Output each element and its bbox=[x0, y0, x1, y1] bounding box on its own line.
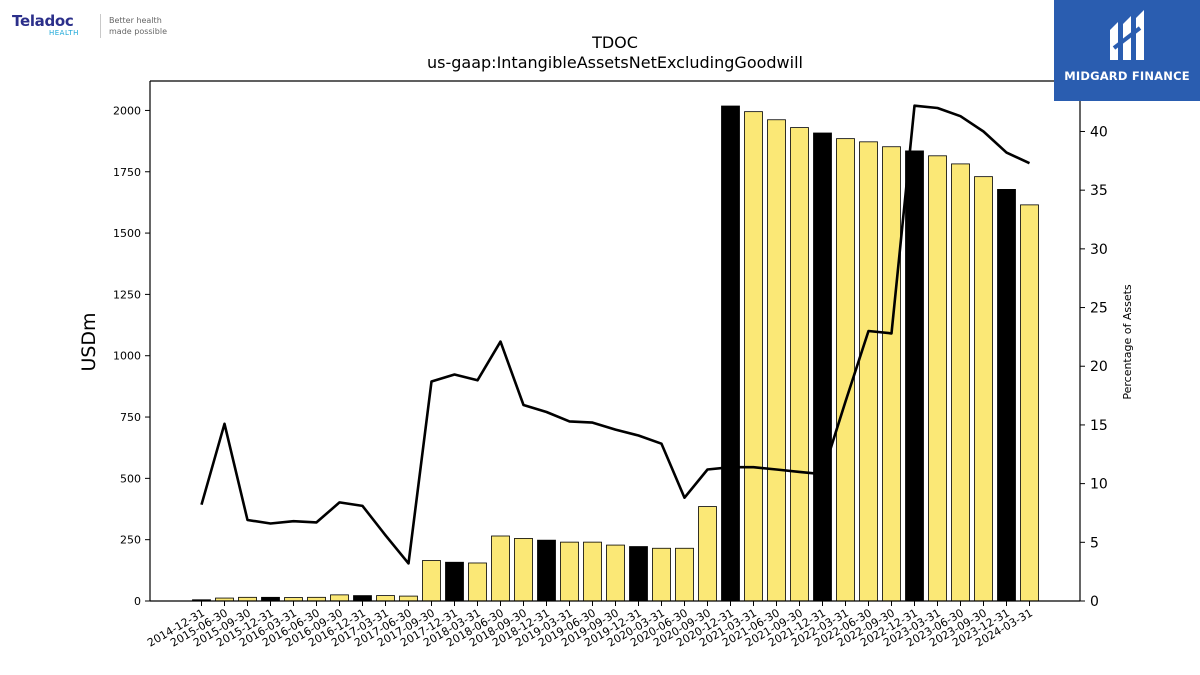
y2-tick-label: 5 bbox=[1090, 535, 1099, 551]
bar-2021-09-30 bbox=[790, 127, 809, 602]
y2-tick-label: 20 bbox=[1090, 359, 1108, 375]
bar-2017-12-31 bbox=[445, 561, 464, 602]
y2-tick-label: 10 bbox=[1090, 477, 1108, 493]
y-tick-label: 750 bbox=[120, 411, 141, 424]
y2-tick-label: 40 bbox=[1090, 124, 1108, 140]
bar-2023-06-30 bbox=[951, 163, 970, 602]
bar-2020-12-31 bbox=[721, 105, 740, 602]
bar-2017-03-31 bbox=[376, 595, 395, 602]
bar-2016-12-31 bbox=[353, 595, 372, 602]
y-tick-label: 1000 bbox=[113, 350, 141, 363]
y-tick-label: 1750 bbox=[113, 166, 141, 179]
bar-2019-12-31 bbox=[629, 546, 648, 602]
bar-2021-03-31 bbox=[744, 111, 763, 602]
chart-title: TDOC bbox=[591, 33, 638, 52]
y2-tick-label: 35 bbox=[1090, 183, 1108, 199]
y2-tick-label: 15 bbox=[1090, 418, 1108, 434]
y2-tick-label: 30 bbox=[1090, 242, 1108, 258]
y-axis-label: USDm bbox=[78, 312, 100, 371]
y2-tick-label: 25 bbox=[1090, 301, 1108, 317]
y2-axis-label: Percentage of Assets bbox=[1121, 284, 1134, 400]
bar-2022-12-31 bbox=[905, 150, 924, 602]
bar-2017-09-30 bbox=[422, 560, 441, 602]
bar-2020-06-30 bbox=[675, 547, 694, 602]
y-tick-label: 1250 bbox=[113, 288, 141, 301]
bar-2023-09-30 bbox=[974, 176, 993, 602]
bar-2018-09-30 bbox=[514, 538, 533, 602]
teladoc-logo: Teladoc HEALTH Better health made possib… bbox=[12, 12, 192, 42]
bar-2016-09-30 bbox=[330, 594, 349, 602]
y-tick-label: 2000 bbox=[113, 104, 141, 117]
midgard-emblem-icon bbox=[1110, 10, 1144, 60]
y-tick-label: 1500 bbox=[113, 227, 141, 240]
bar-2021-12-31 bbox=[813, 132, 832, 602]
line-group bbox=[200, 104, 1031, 565]
y-tick-label: 0 bbox=[134, 595, 141, 608]
bar-2018-03-31 bbox=[468, 562, 487, 602]
bar-2023-12-31 bbox=[997, 189, 1016, 602]
bars-group bbox=[192, 105, 1039, 602]
bar-2017-06-30 bbox=[399, 595, 418, 602]
logo-divider bbox=[100, 14, 101, 38]
bar-2022-03-31 bbox=[836, 138, 855, 602]
bar-2018-06-30 bbox=[491, 535, 510, 602]
axes-group: 0 250 500 750 1000 1250 1500 1750 2000 0 5 10 15 20 25… bbox=[113, 80, 1108, 650]
bar-2021-06-30 bbox=[767, 119, 786, 602]
logo-subtext: HEALTH bbox=[49, 29, 79, 37]
chart-subtitle: us-gaap:IntangibleAssetsNetExcludingGood… bbox=[427, 53, 803, 72]
y-tick-label: 250 bbox=[120, 534, 141, 547]
logo-wordmark: Teladoc bbox=[12, 12, 74, 30]
logo-tagline: Better health made possible bbox=[109, 16, 167, 36]
midgard-wordmark: MIDGARD FINANCE bbox=[1064, 69, 1190, 83]
midgard-finance-logo: MIDGARD FINANCE bbox=[1054, 0, 1200, 101]
y-tick-label: 500 bbox=[120, 472, 141, 485]
bar-2022-06-30 bbox=[859, 141, 878, 602]
bar-2022-09-30 bbox=[882, 146, 901, 602]
bar-2018-12-31 bbox=[537, 539, 556, 602]
bar-2020-09-30 bbox=[698, 506, 717, 602]
y2-tick-label: 0 bbox=[1090, 594, 1099, 610]
bar-2019-06-30 bbox=[583, 541, 602, 602]
bar-2020-03-31 bbox=[652, 547, 671, 602]
bar-2024-03-31 bbox=[1020, 204, 1039, 602]
bar-2019-09-30 bbox=[606, 544, 625, 602]
bar-2023-03-31 bbox=[928, 155, 947, 602]
pct-assets-line bbox=[200, 104, 1031, 565]
bar-2019-03-31 bbox=[560, 541, 579, 602]
